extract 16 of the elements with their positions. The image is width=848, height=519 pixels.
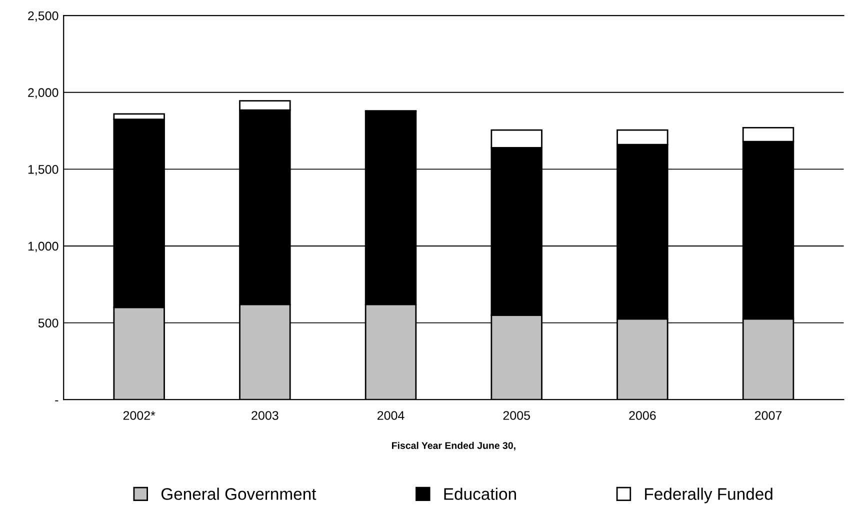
- x-tick-label: 2003: [252, 411, 278, 420]
- x-tick-label: 2002*: [123, 411, 156, 420]
- y-tick-label: 500: [38, 318, 58, 328]
- x-tick-label: 2006: [629, 411, 656, 420]
- x-tick-label: 2007: [754, 411, 782, 420]
- x-tick-label: 2005: [503, 411, 530, 420]
- x-axis-title: Fiscal Year Ended June 30,: [392, 442, 516, 450]
- y-tick-label: 1,500: [28, 164, 58, 176]
- y-tick-label: 1,000: [28, 242, 58, 252]
- legend-label: Federally Funded: [645, 488, 772, 504]
- legend-label: General Government: [161, 488, 316, 500]
- y-tick-label: 2,500: [28, 11, 58, 22]
- x-tick-label: 2004: [377, 411, 404, 420]
- legend-label: Education: [444, 488, 516, 500]
- y-tick-label: 2,000: [28, 88, 58, 99]
- y-tick-label: -: [55, 400, 58, 402]
